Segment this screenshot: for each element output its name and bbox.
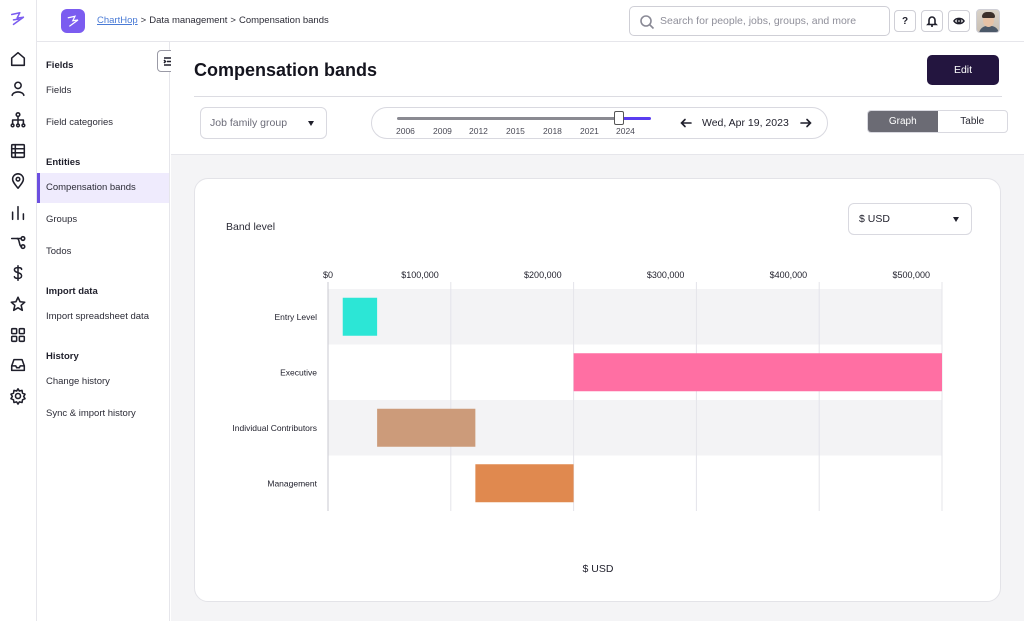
timeline-year: 2024 [616,126,635,136]
nav-heading-entities: Entities [46,157,81,168]
band-bar-executive [573,353,942,392]
dollar-icon[interactable] [8,263,28,283]
band-bar-management [475,464,574,503]
page-header: Compensation bands Edit Job family group… [171,42,1024,155]
nav-item-todos[interactable]: Todos [46,246,72,257]
org-chart-icon[interactable] [8,110,28,130]
nav-heading-import-data: Import data [46,286,98,297]
bell-icon [926,16,938,27]
next-date-button[interactable] [800,116,812,128]
arrow-right-icon [800,118,812,128]
timeline-year: 2021 [580,126,599,136]
nav-item-field-categories[interactable]: Field categories [46,117,114,128]
collapse-menu-icon [163,56,173,66]
main-content: Compensation bands Edit Job family group… [171,42,1024,621]
location-icon[interactable] [8,171,28,191]
breadcrumb-separator: > [230,15,236,26]
nav-item-change-history[interactable]: Change history [46,376,110,387]
star-icon[interactable] [8,294,28,314]
compensation-bands-chart-card: Band level $ USD $0 $100,000 $200,000 $300,… [194,178,1001,602]
band-level-chart: $0 $100,000 $200,000 $300,000 $400,000 $500,0… [232,270,943,575]
inbox-icon[interactable] [8,355,28,375]
y-category-label: Individual Contributors [232,423,317,433]
group-select-value: Job family group [210,117,288,129]
apps-grid-icon[interactable] [8,325,28,345]
settings-gear-icon[interactable] [8,386,28,406]
nav-item-groups[interactable]: Groups [46,214,78,225]
nav-item-sync-import-history[interactable]: Sync & import history [46,408,136,419]
user-avatar[interactable] [976,9,1000,33]
edit-button[interactable]: Edit [927,55,999,85]
selected-date[interactable]: Wed, Apr 19, 2023 [702,117,789,129]
home-icon[interactable] [8,49,28,69]
header-divider [194,96,1002,97]
x-tick-label: $200,000 [524,270,562,280]
timeline-year: 2006 [396,126,415,136]
nav-heading-fields: Fields [46,60,74,71]
x-tick-label: $100,000 [401,270,439,280]
timeline-control: 2006 2009 2012 2015 2018 2021 2024 Wed, … [371,107,828,139]
currency-select[interactable]: $ USD [848,203,972,235]
band-bar-individual-contributors [377,408,476,447]
x-tick-label: $400,000 [770,270,808,280]
x-tick-label: $0 [323,270,333,280]
y-category-label: Management [267,478,317,488]
arrow-left-icon [680,118,692,128]
nav-item-fields[interactable]: Fields [46,85,72,96]
x-tick-label: $500,000 [892,270,930,280]
icon-rail [0,0,37,621]
timeline-year: 2012 [469,126,488,136]
timeline-track[interactable] [397,117,619,120]
chart-row-background [328,289,942,345]
caret-down-icon [308,121,314,126]
breadcrumb-data-management[interactable]: Data management [149,15,228,26]
y-category-label: Entry Level [274,312,317,322]
band-bar-entry-level [342,297,378,336]
breadcrumb-link-charthop[interactable]: ChartHop [97,15,138,26]
x-tick-label: $300,000 [647,270,685,280]
person-icon[interactable] [8,79,28,99]
breadcrumb-current: Compensation bands [238,15,329,26]
global-search[interactable] [629,6,890,36]
search-input[interactable] [660,12,884,30]
help-button[interactable]: ? [894,10,916,32]
app-logo-icon[interactable] [61,9,85,33]
breadcrumb-separator: > [140,15,147,26]
page-title: Compensation bands [194,60,378,80]
workflow-icon[interactable] [8,233,28,253]
timeline-slider-handle[interactable] [614,111,624,125]
nav-item-import-spreadsheet[interactable]: Import spreadsheet data [46,311,149,322]
graph-view-tab[interactable]: Graph [868,111,938,132]
nav-heading-history: History [46,351,79,362]
bar-chart-icon[interactable] [8,203,28,223]
previous-date-button[interactable] [680,116,692,128]
chart-hop-logo-icon[interactable] [8,9,28,29]
timeline-year: 2018 [543,126,562,136]
currency-select-value: $ USD [859,213,890,225]
table-icon[interactable] [8,141,28,161]
data-management-nav: Fields Fields Field categories Entities … [37,42,180,621]
eye-icon [953,17,965,25]
x-axis-label: $ USD [583,563,614,575]
breadcrumb: ChartHop > Data management > Compensation ba… [97,15,329,26]
search-icon [640,15,655,30]
timeline-year: 2009 [433,126,452,136]
notifications-button[interactable] [921,10,943,32]
timeline-track-fill [620,117,651,120]
timeline-year: 2015 [506,126,525,136]
caret-down-icon [953,217,959,222]
table-view-tab[interactable]: Table [960,116,985,127]
preview-button[interactable] [948,10,970,32]
chart-title: Band level [226,221,276,233]
job-family-group-select[interactable]: Job family group [200,107,327,139]
top-bar: ChartHop > Data management > Compensation ba… [37,0,1024,42]
view-toggle: Graph Table [867,110,1008,133]
y-category-label: Executive [280,367,317,377]
nav-item-compensation-bands[interactable]: Compensation bands [37,173,169,203]
